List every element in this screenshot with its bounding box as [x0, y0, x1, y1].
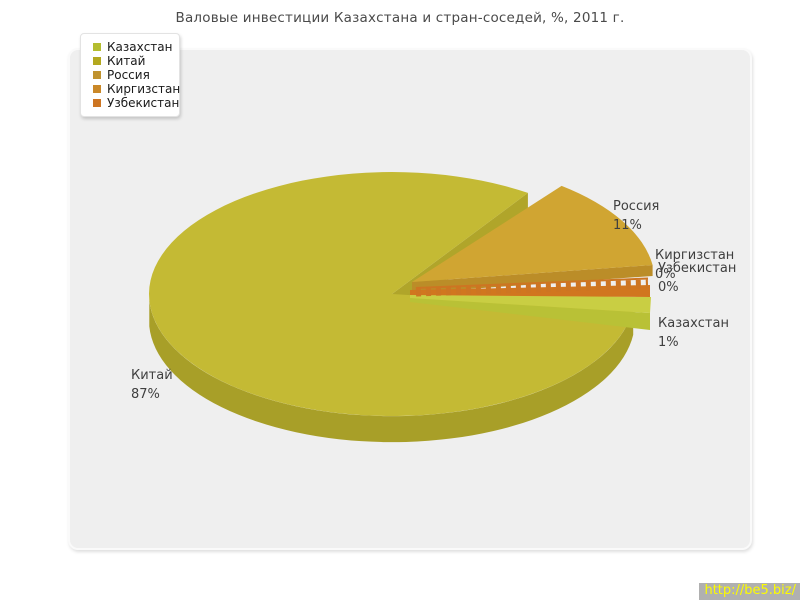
- slice-label-pct: 1%: [658, 335, 679, 350]
- slice-label-name: Казахстан: [658, 316, 729, 331]
- slice-label-pct: 0%: [655, 267, 676, 282]
- legend-swatch-kazakhstan-icon: [93, 43, 101, 51]
- slice-label-russia: Россия 11%: [613, 197, 659, 235]
- slice-label-name: Узбекистан: [658, 261, 737, 276]
- slice-label-uzbekistan: Узбекистан 0%: [658, 259, 736, 297]
- watermark-link[interactable]: http://be5.biz/: [699, 583, 800, 600]
- legend-swatch-uzbekistan-icon: [93, 99, 101, 107]
- legend: Казахстан Китай Россия Киргизстан Узбеки…: [80, 33, 180, 117]
- pie-slice-china: [149, 172, 634, 417]
- slice-label-pct: 0%: [658, 280, 679, 295]
- slice-label-name: Киргизстан: [655, 248, 735, 263]
- slice-label-pct: 11%: [613, 218, 642, 233]
- legend-item-russia: Россия: [93, 68, 171, 82]
- slice-label-name: Россия: [613, 199, 660, 214]
- legend-swatch-russia-icon: [93, 71, 101, 79]
- slice-label-kazakhstan: Казахстан 1%: [658, 314, 729, 352]
- legend-item-uzbekistan: Узбекистан: [93, 96, 179, 110]
- chart-title: Валовые инвестиции Казахстана и стран-со…: [175, 10, 625, 26]
- legend-swatch-china-icon: [93, 57, 101, 65]
- legend-label: Казахстан: [107, 40, 173, 54]
- slice-label-name: Китай: [131, 368, 173, 383]
- legend-item-kyrgyzstan: Киргизстан: [93, 82, 180, 96]
- legend-swatch-kyrgyzstan-icon: [93, 85, 101, 93]
- legend-label: Китай: [107, 54, 146, 68]
- pie-slice-kazakhstan: [410, 294, 651, 313]
- legend-item-kazakhstan: Казахстан: [93, 40, 173, 54]
- legend-label: Киргизстан: [107, 82, 181, 96]
- pie-slice-kyrgyzstan-rail: [415, 277, 649, 289]
- legend-label: Узбекистан: [107, 96, 180, 110]
- slice-label-kyrgyzstan: Киргизстан 0%: [655, 246, 734, 284]
- legend-label: Россия: [107, 68, 150, 82]
- slice-label-pct: 87%: [131, 387, 160, 402]
- pie-slice-kazakhstan-depth: [410, 298, 650, 330]
- pie-slice-china-rim: [149, 300, 634, 443]
- pie-slice-kyrgyzstan-crenels: [415, 279, 649, 297]
- pie-slice-russia: [412, 185, 653, 282]
- legend-item-china: Китай: [93, 54, 171, 68]
- slice-label-china: Китай 87%: [131, 366, 173, 404]
